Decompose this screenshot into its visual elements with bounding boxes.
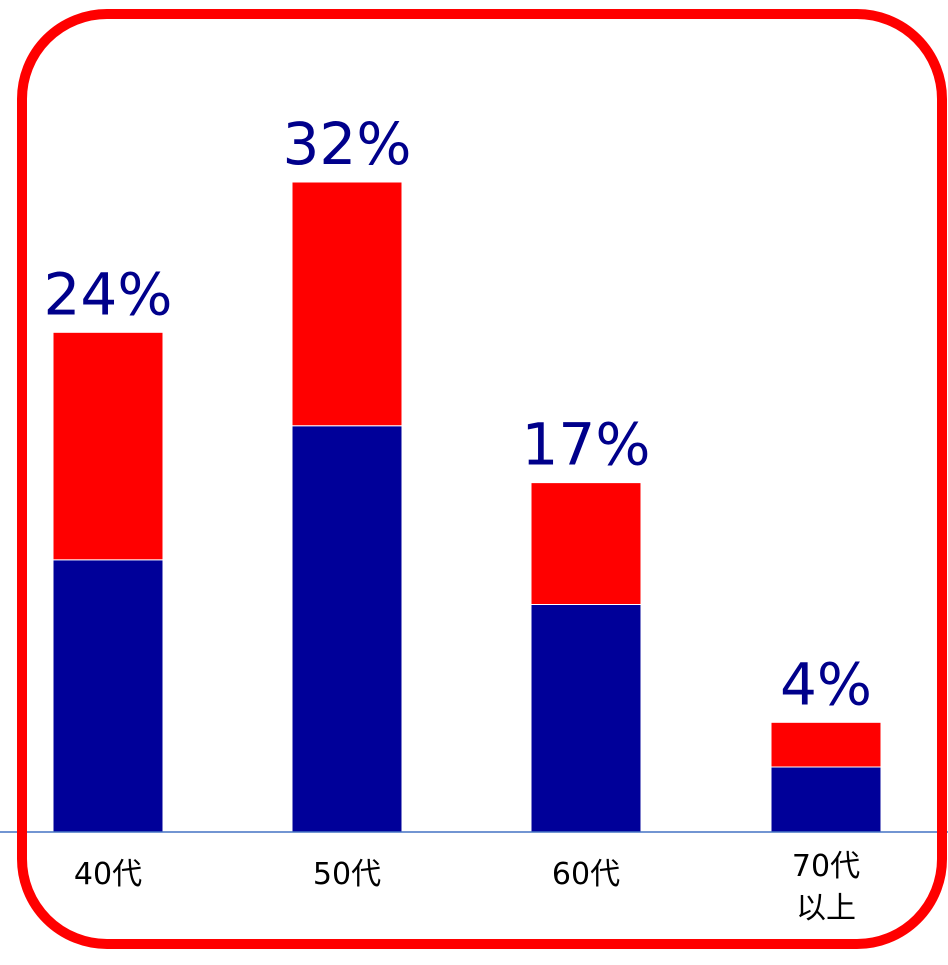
bar-segment-upper-1 (52, 331, 164, 561)
bar-segment-upper-2 (291, 181, 403, 427)
total-label-4: 4% (780, 650, 872, 718)
category-label-4: 70代以上 (792, 849, 860, 926)
bar-segment-lower-1 (52, 559, 164, 833)
labels-layer: 24% 40代 32% 50代 17% 60代 4% 70代以上 (44, 110, 872, 926)
bar-segment-lower-4 (770, 766, 882, 833)
bars-layer (52, 181, 882, 833)
highlight-frame (17, 9, 947, 949)
total-label-2: 32% (283, 110, 412, 178)
bar-segment-lower-2 (291, 425, 403, 833)
category-label-2: 50代 (313, 857, 381, 892)
total-label-3: 17% (522, 411, 651, 479)
category-label-line: 60代 (552, 857, 620, 892)
bar-segment-upper-4 (770, 721, 882, 768)
category-label-line: 70代 (792, 849, 860, 884)
category-label-line: 50代 (313, 857, 381, 892)
bar-segment-lower-3 (530, 604, 642, 833)
category-label-1: 40代 (74, 857, 142, 892)
category-label-line: 以上 (796, 891, 856, 926)
bar-segment-upper-3 (530, 482, 642, 605)
category-label-line: 40代 (74, 857, 142, 892)
category-label-3: 60代 (552, 857, 620, 892)
total-label-1: 24% (44, 260, 173, 328)
